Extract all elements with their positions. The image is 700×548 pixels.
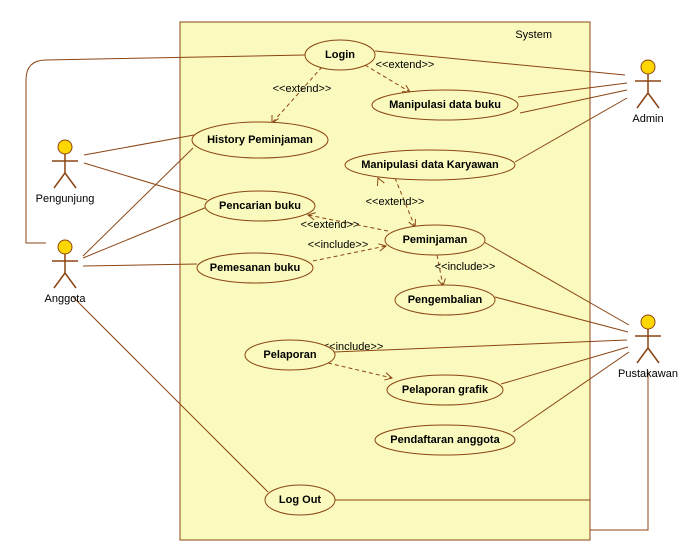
association-8 <box>83 148 193 256</box>
usecase-pendaftaran: Pendaftaran anggota <box>375 425 515 455</box>
usecase-label: Log Out <box>279 494 321 506</box>
actor-admin: Admin <box>632 60 663 125</box>
usecase-pelaporan: Pelaporan <box>245 340 335 370</box>
usecase-pelGrafik: Pelaporan grafik <box>387 375 503 405</box>
actor-label: Admin <box>632 113 663 125</box>
usecase-label: Pencarian buku <box>219 200 301 212</box>
association-6 <box>26 80 46 243</box>
dep-label: <<extend>> <box>376 59 435 71</box>
dep-label: <<extend>> <box>273 83 332 95</box>
usecase-label: Peminjaman <box>403 234 468 246</box>
usecase-label: Pendaftaran anggota <box>390 434 500 446</box>
dep-label: <<include>> <box>308 239 369 251</box>
dep-label: <<extend>> <box>301 219 360 231</box>
usecase-peminjaman: Peminjaman <box>385 225 485 255</box>
usecase-label: Pelaporan <box>263 349 316 361</box>
association-4 <box>84 135 194 155</box>
actor-head-icon <box>58 240 72 254</box>
usecase-history: History Peminjaman <box>192 122 328 158</box>
system-label: System <box>515 29 552 41</box>
usecase-label: Login <box>325 49 355 61</box>
actor-label: Pustakawan <box>618 368 678 380</box>
usecase-manipBuku: Manipulasi data buku <box>372 90 518 120</box>
usecase-pencarian: Pencarian buku <box>205 191 315 221</box>
actor-pengunjung: Pengunjung <box>36 140 95 205</box>
actor-anggota: Anggota <box>45 240 87 305</box>
usecase-login: Login <box>305 40 375 70</box>
usecase-pengembalian: Pengembalian <box>395 285 495 315</box>
usecase-label: Manipulasi data Karyawan <box>361 159 499 171</box>
dep-label: <<extend>> <box>366 196 425 208</box>
usecase-pemesanan: Pemesanan buku <box>197 253 313 283</box>
usecase-label: Manipulasi data buku <box>389 99 501 111</box>
usecase-label: Pengembalian <box>408 294 483 306</box>
actor-label: Anggota <box>45 293 87 305</box>
usecase-diagram: System <<extend>> <<extend>> <<extend>> <<ex… <box>0 0 700 548</box>
actor-head-icon <box>641 60 655 74</box>
usecase-label: History Peminjaman <box>207 134 313 146</box>
usecase-manipKary: Manipulasi data Karyawan <box>345 150 515 180</box>
usecase-label: Pelaporan grafik <box>402 384 489 396</box>
dep-label: <<include>> <box>435 261 496 273</box>
usecase-label: Pemesanan buku <box>210 262 300 274</box>
actor-head-icon <box>641 315 655 329</box>
usecase-logout: Log Out <box>265 485 335 515</box>
actor-head-icon <box>58 140 72 154</box>
actor-label: Pengunjung <box>36 193 95 205</box>
